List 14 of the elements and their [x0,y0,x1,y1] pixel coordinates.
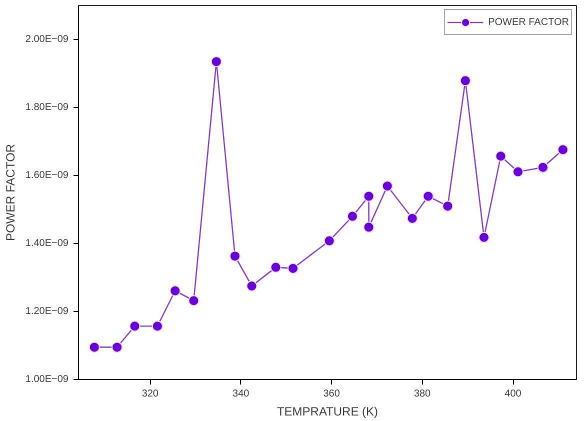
x-tick-label: 380 [414,388,432,400]
x-tick-label: 360 [323,388,340,400]
y-tick-label: 2.00E−09 [25,34,69,45]
y-tick-label: 1.20E−09 [25,306,69,317]
y-tick-label: 1.80E−09 [25,102,69,113]
y-tick-label: 1.60E−09 [25,170,69,181]
x-tick-label: 320 [142,388,159,400]
x-axis-title: TEMPRATURE (K) [276,404,378,418]
x-tick-label: 340 [232,388,250,400]
legend-label: POWER FACTOR [488,16,569,28]
y-tick-label: 1.00E−09 [25,374,69,385]
y-tick-label: 1.40E−09 [25,238,69,249]
y-axis-title: POWER FACTOR [3,144,18,242]
x-tick-label: 400 [504,388,522,400]
